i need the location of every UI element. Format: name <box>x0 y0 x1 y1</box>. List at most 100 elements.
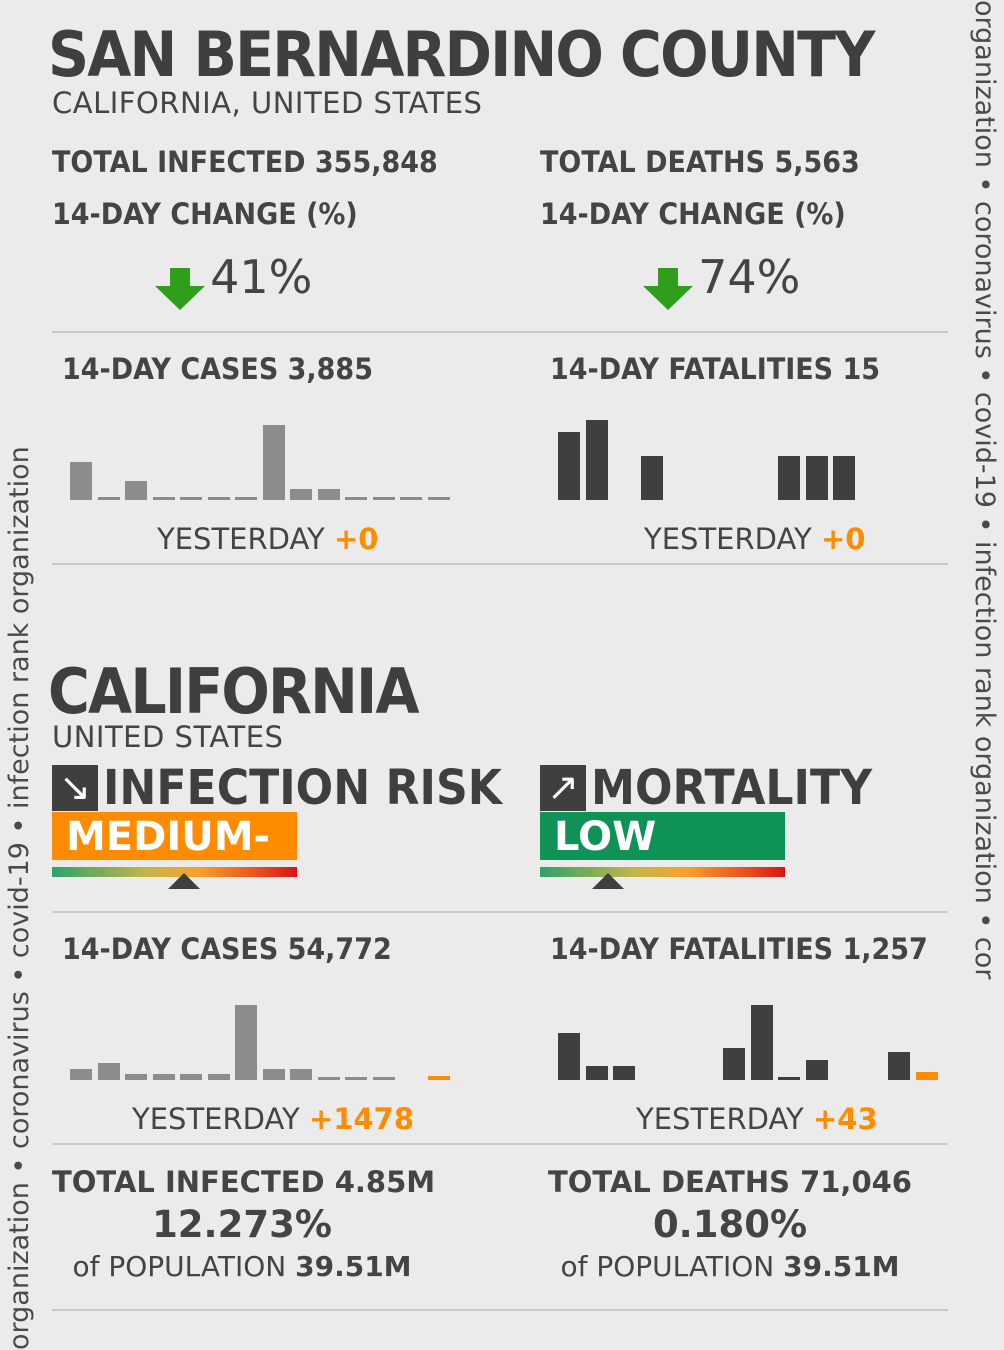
sparkline-bar <box>372 1077 395 1080</box>
county-change-label-deaths: 14-DAY CHANGE (%) <box>540 197 846 231</box>
sparkline-bar <box>613 1066 635 1080</box>
infection-risk-badge: MEDIUM- <box>52 812 297 860</box>
state-yesterday-cases: YESTERDAY +1478 <box>132 1102 414 1136</box>
sparkline-bar <box>235 1005 257 1080</box>
population-value: 39.51M <box>295 1250 412 1283</box>
sparkline-bar <box>262 1069 285 1080</box>
sparkline-bar <box>558 432 580 500</box>
county-yesterday-fatalities: YESTERDAY +0 <box>644 522 865 556</box>
county-change-deaths: 74% <box>643 250 800 310</box>
county-subtitle: CALIFORNIA, UNITED STATES <box>52 86 483 120</box>
sparkline-bar <box>317 489 340 500</box>
sparkline-bar <box>427 1076 450 1080</box>
population-value: 39.51M <box>783 1250 900 1283</box>
sparkline-bar <box>372 497 395 500</box>
sparkline-bar <box>97 497 120 500</box>
sparkline-bar <box>152 497 175 500</box>
sparkline-bar <box>290 489 312 500</box>
side-banner-left: organization • coronavirus • covid-19 • … <box>5 446 35 1350</box>
sparkline-bar <box>888 1052 910 1080</box>
county-change-infected-value: 41% <box>210 250 313 304</box>
sparkline-bar <box>400 497 422 500</box>
sparkline-bar <box>262 425 285 500</box>
county-title: SAN BERNARDINO COUNTY <box>48 18 875 91</box>
divider <box>52 911 948 913</box>
state-total-infected-block: TOTAL INFECTED 4.85M 12.273% of POPULATI… <box>52 1165 436 1283</box>
state-infected-percent: 12.273% <box>152 1203 332 1246</box>
state-14day-cases: 14-DAY CASES 54,772 <box>62 932 392 966</box>
sparkline-bar <box>235 497 257 500</box>
sparkline-bar <box>778 1077 800 1080</box>
sparkline-bar <box>180 497 202 500</box>
sparkline-bar <box>290 1069 312 1080</box>
county-cases-sparkline <box>70 425 450 500</box>
mortality-scale <box>540 867 785 877</box>
sparkline-bar <box>152 1074 175 1080</box>
county-fatalities-sparkline <box>558 420 918 500</box>
divider <box>52 1143 948 1145</box>
sparkline-bar <box>427 497 450 500</box>
state-population-right: of POPULATION 39.51M <box>540 1250 920 1283</box>
mortality-pointer <box>592 873 624 889</box>
state-deaths-percent: 0.180% <box>652 1203 808 1246</box>
sparkline-bar <box>640 456 663 500</box>
divider <box>52 1309 948 1311</box>
divider <box>52 331 948 333</box>
state-fatalities-sparkline <box>558 1005 938 1080</box>
sparkline-bar <box>345 497 367 500</box>
state-total-deaths-block: TOTAL DEATHS 71,046 0.180% of POPULATION… <box>540 1165 920 1283</box>
county-14day-fatalities: 14-DAY FATALITIES 15 <box>550 352 881 386</box>
yesterday-label: YESTERDAY <box>636 1102 804 1136</box>
sparkline-bar <box>345 1077 367 1080</box>
sparkline-bar <box>805 456 828 500</box>
sparkline-bar <box>750 1005 773 1080</box>
sparkline-bar <box>125 1074 147 1080</box>
divider <box>52 563 948 565</box>
sparkline-bar <box>778 456 800 500</box>
state-total-infected-label: TOTAL INFECTED 4.85M <box>52 1165 436 1199</box>
infection-risk-label: INFECTION RISK <box>103 760 503 816</box>
trend-up-icon: ↗ <box>540 765 586 811</box>
yesterday-cases-value: +1478 <box>308 1102 414 1136</box>
state-subtitle: UNITED STATES <box>52 720 284 754</box>
sparkline-bar <box>833 456 855 500</box>
mortality-heading: ↗ MORTALITY <box>540 760 897 816</box>
state-14day-fatalities: 14-DAY FATALITIES 1,257 <box>550 932 928 966</box>
sparkline-bar <box>317 1077 340 1080</box>
trend-down-icon: ↘ <box>52 765 98 811</box>
yesterday-label: YESTERDAY <box>132 1102 300 1136</box>
county-yesterday-cases: YESTERDAY +0 <box>157 522 378 556</box>
sparkline-bar <box>207 1074 230 1080</box>
state-population-left: of POPULATION 39.51M <box>52 1250 432 1283</box>
arrow-down-icon <box>155 267 205 310</box>
infection-risk-heading: ↘ INFECTION RISK <box>52 760 537 816</box>
infection-risk-scale <box>52 867 297 877</box>
side-banner-right: organization • coronavirus • covid-19 • … <box>969 0 999 980</box>
sparkline-bar <box>180 1074 202 1080</box>
sparkline-bar <box>70 1069 92 1080</box>
sparkline-bar <box>723 1048 745 1080</box>
county-total-deaths: TOTAL DEATHS 5,563 <box>540 145 860 179</box>
sparkline-bar <box>915 1072 938 1080</box>
sparkline-bar <box>97 1063 120 1080</box>
yesterday-fatalities-value: +43 <box>812 1102 878 1136</box>
sparkline-bar <box>125 481 147 500</box>
county-change-deaths-value: 74% <box>698 250 801 304</box>
arrow-down-icon <box>643 267 693 310</box>
county-14day-cases: 14-DAY CASES 3,885 <box>62 352 373 386</box>
yesterday-label: YESTERDAY <box>644 522 812 556</box>
sparkline-bar <box>70 462 92 500</box>
population-prefix: of POPULATION <box>560 1250 775 1283</box>
state-cases-sparkline <box>70 1005 450 1080</box>
state-yesterday-fatalities: YESTERDAY +43 <box>636 1102 878 1136</box>
yesterday-label: YESTERDAY <box>157 522 325 556</box>
state-total-deaths-label: TOTAL DEATHS 71,046 <box>547 1165 912 1199</box>
sparkline-bar <box>207 497 230 500</box>
county-change-label-infected: 14-DAY CHANGE (%) <box>52 197 358 231</box>
state-title: CALIFORNIA <box>48 655 420 728</box>
county-change-infected: 41% <box>155 250 312 310</box>
population-prefix: of POPULATION <box>72 1250 287 1283</box>
mortality-label: MORTALITY <box>591 760 873 816</box>
county-total-infected: TOTAL INFECTED 355,848 <box>52 145 438 179</box>
mortality-badge: LOW <box>540 812 785 860</box>
